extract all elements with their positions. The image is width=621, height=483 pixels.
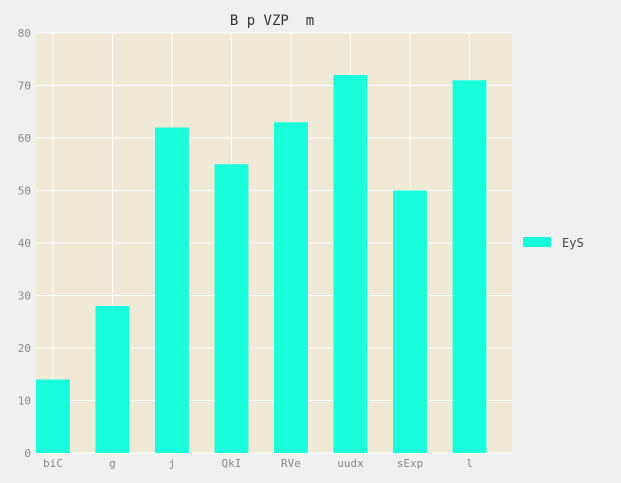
x-tick-label: g bbox=[109, 457, 116, 470]
y-tick-label: 70 bbox=[18, 80, 31, 93]
bar-uudx bbox=[333, 75, 368, 453]
x-tick-label: RVe bbox=[281, 457, 301, 470]
y-axis-ticks: 0 10 20 30 40 50 60 70 80 bbox=[18, 27, 31, 460]
y-tick-label: 0 bbox=[24, 447, 31, 460]
bar-l bbox=[452, 80, 487, 453]
legend: EyS bbox=[523, 236, 584, 250]
y-tick-label: 80 bbox=[18, 27, 31, 40]
bar-bic bbox=[36, 379, 70, 453]
y-tick-label: 50 bbox=[18, 185, 31, 198]
x-tick-label: biC bbox=[43, 457, 63, 470]
x-axis-ticks: biC g j QkI RVe uudx sExp l bbox=[43, 457, 473, 470]
legend-label-eys: EyS bbox=[562, 236, 584, 250]
x-tick-label: uudx bbox=[337, 457, 364, 470]
y-tick-label: 40 bbox=[18, 237, 31, 250]
y-tick-label: 20 bbox=[18, 342, 31, 355]
x-tick-label: sExp bbox=[397, 457, 424, 470]
legend-swatch bbox=[523, 237, 551, 247]
y-tick-label: 30 bbox=[18, 290, 31, 303]
bar-j bbox=[155, 127, 189, 453]
x-tick-label: QkI bbox=[222, 457, 242, 470]
bar-qki bbox=[214, 164, 249, 453]
bar-sexp bbox=[393, 190, 427, 453]
bar-g bbox=[95, 306, 130, 453]
y-tick-label: 60 bbox=[18, 132, 31, 145]
y-tick-label: 10 bbox=[18, 395, 31, 408]
x-tick-label: j bbox=[169, 457, 176, 470]
bars bbox=[36, 75, 487, 453]
bar-rve bbox=[274, 122, 308, 453]
x-tick-label: l bbox=[466, 457, 473, 470]
chart-title: B p VZP m bbox=[230, 13, 314, 29]
